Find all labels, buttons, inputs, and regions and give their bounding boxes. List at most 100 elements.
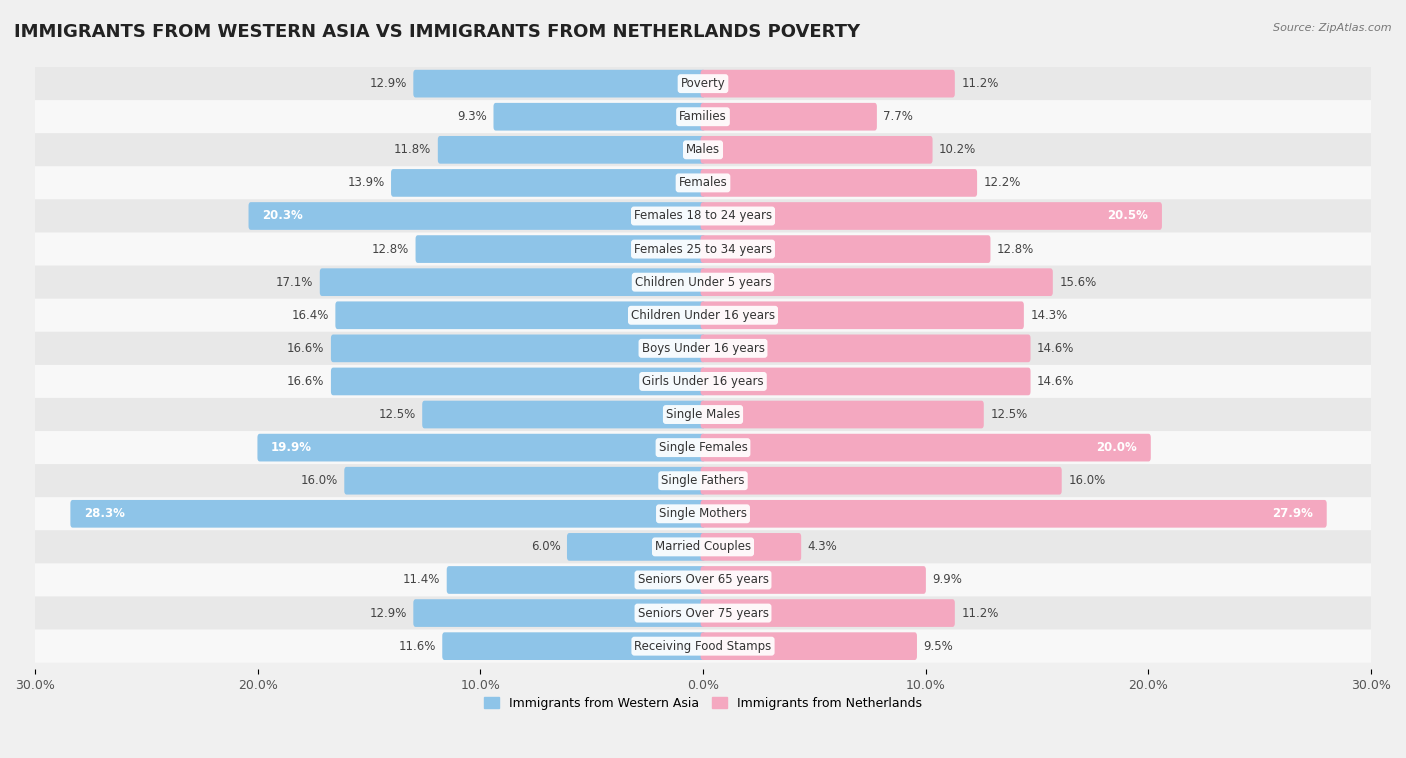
FancyBboxPatch shape: [413, 600, 706, 627]
FancyBboxPatch shape: [35, 398, 1371, 431]
Text: 20.3%: 20.3%: [262, 209, 302, 223]
Text: Boys Under 16 years: Boys Under 16 years: [641, 342, 765, 355]
Text: 17.1%: 17.1%: [276, 276, 314, 289]
FancyBboxPatch shape: [35, 563, 1371, 597]
Text: Girls Under 16 years: Girls Under 16 years: [643, 375, 763, 388]
FancyBboxPatch shape: [35, 531, 1371, 563]
Text: 12.5%: 12.5%: [378, 408, 416, 421]
Text: 14.6%: 14.6%: [1038, 375, 1074, 388]
Text: 7.7%: 7.7%: [883, 110, 914, 124]
Text: Single Females: Single Females: [658, 441, 748, 454]
Text: Females 25 to 34 years: Females 25 to 34 years: [634, 243, 772, 255]
FancyBboxPatch shape: [35, 332, 1371, 365]
Text: Married Couples: Married Couples: [655, 540, 751, 553]
FancyBboxPatch shape: [700, 401, 984, 428]
Text: 11.2%: 11.2%: [962, 606, 998, 619]
FancyBboxPatch shape: [413, 70, 706, 98]
Text: 9.5%: 9.5%: [924, 640, 953, 653]
FancyBboxPatch shape: [422, 401, 706, 428]
Text: Seniors Over 65 years: Seniors Over 65 years: [637, 574, 769, 587]
Text: 12.2%: 12.2%: [984, 177, 1021, 190]
FancyBboxPatch shape: [336, 302, 706, 329]
Text: 16.4%: 16.4%: [291, 309, 329, 321]
FancyBboxPatch shape: [700, 302, 1024, 329]
Text: Females 18 to 24 years: Females 18 to 24 years: [634, 209, 772, 223]
FancyBboxPatch shape: [700, 533, 801, 561]
FancyBboxPatch shape: [700, 235, 990, 263]
FancyBboxPatch shape: [249, 202, 706, 230]
FancyBboxPatch shape: [700, 334, 1031, 362]
Text: IMMIGRANTS FROM WESTERN ASIA VS IMMIGRANTS FROM NETHERLANDS POVERTY: IMMIGRANTS FROM WESTERN ASIA VS IMMIGRAN…: [14, 23, 860, 41]
FancyBboxPatch shape: [35, 166, 1371, 199]
Legend: Immigrants from Western Asia, Immigrants from Netherlands: Immigrants from Western Asia, Immigrants…: [479, 692, 927, 715]
Text: 11.6%: 11.6%: [398, 640, 436, 653]
FancyBboxPatch shape: [700, 136, 932, 164]
FancyBboxPatch shape: [700, 169, 977, 197]
Text: 6.0%: 6.0%: [530, 540, 561, 553]
Text: 11.8%: 11.8%: [394, 143, 432, 156]
FancyBboxPatch shape: [319, 268, 706, 296]
FancyBboxPatch shape: [35, 597, 1371, 630]
FancyBboxPatch shape: [494, 103, 706, 130]
Text: 12.9%: 12.9%: [370, 606, 406, 619]
FancyBboxPatch shape: [35, 67, 1371, 100]
Text: 9.9%: 9.9%: [932, 574, 962, 587]
FancyBboxPatch shape: [70, 500, 706, 528]
FancyBboxPatch shape: [437, 136, 706, 164]
FancyBboxPatch shape: [700, 600, 955, 627]
Text: 15.6%: 15.6%: [1059, 276, 1097, 289]
Text: Single Fathers: Single Fathers: [661, 475, 745, 487]
Text: Children Under 16 years: Children Under 16 years: [631, 309, 775, 321]
Text: 11.4%: 11.4%: [404, 574, 440, 587]
FancyBboxPatch shape: [344, 467, 706, 494]
Text: Source: ZipAtlas.com: Source: ZipAtlas.com: [1274, 23, 1392, 33]
Text: 12.8%: 12.8%: [371, 243, 409, 255]
Text: 11.2%: 11.2%: [962, 77, 998, 90]
FancyBboxPatch shape: [447, 566, 706, 594]
FancyBboxPatch shape: [330, 368, 706, 395]
Text: 12.9%: 12.9%: [370, 77, 406, 90]
Text: Females: Females: [679, 177, 727, 190]
FancyBboxPatch shape: [35, 199, 1371, 233]
FancyBboxPatch shape: [700, 566, 927, 594]
FancyBboxPatch shape: [443, 632, 706, 660]
FancyBboxPatch shape: [700, 467, 1062, 494]
Text: Males: Males: [686, 143, 720, 156]
FancyBboxPatch shape: [700, 632, 917, 660]
Text: 27.9%: 27.9%: [1272, 507, 1313, 520]
Text: 12.5%: 12.5%: [990, 408, 1028, 421]
Text: Receiving Food Stamps: Receiving Food Stamps: [634, 640, 772, 653]
Text: 16.6%: 16.6%: [287, 342, 325, 355]
FancyBboxPatch shape: [700, 103, 877, 130]
FancyBboxPatch shape: [700, 434, 1150, 462]
Text: 14.6%: 14.6%: [1038, 342, 1074, 355]
Text: 16.0%: 16.0%: [1069, 475, 1105, 487]
Text: 28.3%: 28.3%: [84, 507, 125, 520]
FancyBboxPatch shape: [257, 434, 706, 462]
Text: 13.9%: 13.9%: [347, 177, 385, 190]
Text: 14.3%: 14.3%: [1031, 309, 1067, 321]
Text: Single Mothers: Single Mothers: [659, 507, 747, 520]
FancyBboxPatch shape: [35, 497, 1371, 531]
FancyBboxPatch shape: [330, 334, 706, 362]
Text: Poverty: Poverty: [681, 77, 725, 90]
FancyBboxPatch shape: [35, 299, 1371, 332]
FancyBboxPatch shape: [35, 100, 1371, 133]
Text: 20.5%: 20.5%: [1108, 209, 1149, 223]
Text: Seniors Over 75 years: Seniors Over 75 years: [637, 606, 769, 619]
FancyBboxPatch shape: [700, 70, 955, 98]
FancyBboxPatch shape: [35, 464, 1371, 497]
FancyBboxPatch shape: [700, 268, 1053, 296]
Text: Families: Families: [679, 110, 727, 124]
FancyBboxPatch shape: [416, 235, 706, 263]
FancyBboxPatch shape: [35, 365, 1371, 398]
Text: 9.3%: 9.3%: [457, 110, 486, 124]
Text: Children Under 5 years: Children Under 5 years: [634, 276, 772, 289]
Text: 20.0%: 20.0%: [1097, 441, 1137, 454]
Text: 16.0%: 16.0%: [301, 475, 337, 487]
FancyBboxPatch shape: [391, 169, 706, 197]
Text: Single Males: Single Males: [666, 408, 740, 421]
FancyBboxPatch shape: [700, 500, 1327, 528]
FancyBboxPatch shape: [35, 233, 1371, 265]
FancyBboxPatch shape: [700, 368, 1031, 395]
